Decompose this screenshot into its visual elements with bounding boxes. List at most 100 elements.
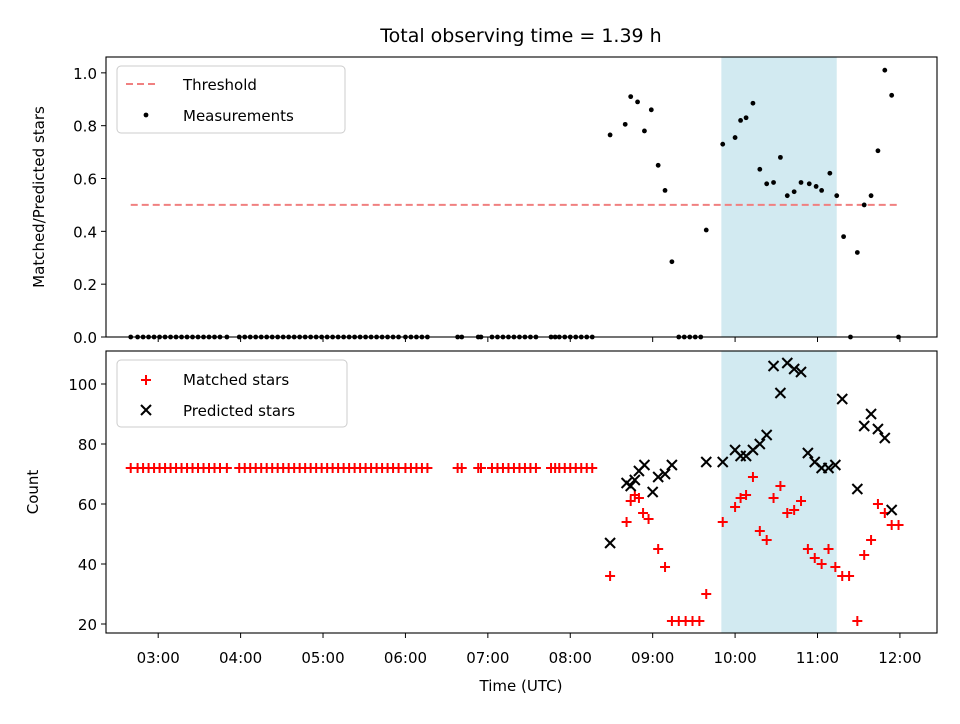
y-tick-label: 100 xyxy=(68,376,97,394)
measurement-point xyxy=(861,202,867,208)
predicted-star-point xyxy=(872,423,884,435)
matched-star-point xyxy=(717,517,728,527)
predicted-star-point xyxy=(760,429,773,441)
matched-star-point xyxy=(747,472,758,482)
matched-star-point xyxy=(844,571,855,581)
measurement-point xyxy=(778,154,783,160)
predicted-star-point xyxy=(666,459,678,471)
matched-star-point xyxy=(660,562,671,572)
measurement-point xyxy=(827,170,833,176)
legend-box xyxy=(116,359,348,428)
measurement-point xyxy=(764,181,770,187)
predicted-star-point xyxy=(700,456,712,468)
measurement-point xyxy=(784,193,790,199)
matched-star-point xyxy=(782,508,793,518)
axes-frame xyxy=(105,350,938,634)
x-tick-label: 07:00 xyxy=(466,649,509,667)
legend-measurements-swatch xyxy=(143,112,149,118)
measurement-point xyxy=(648,107,654,113)
matched-star-point xyxy=(735,493,746,503)
y-tick-label: 0.4 xyxy=(73,223,97,241)
chart-title: Total observing time = 1.39 h xyxy=(379,25,661,47)
measurement-point xyxy=(819,187,825,193)
predicted-star-point xyxy=(646,486,659,498)
legend-matched-swatch xyxy=(141,375,151,385)
matched-star-point xyxy=(789,505,800,515)
predicted-star-point xyxy=(851,483,864,495)
y-tick-label: 40 xyxy=(78,556,97,574)
matched-star-point xyxy=(852,616,863,626)
measurement-point xyxy=(662,187,668,193)
matched-star-point xyxy=(530,463,541,473)
matched-star-point xyxy=(221,463,232,473)
matched-star-point xyxy=(768,493,779,503)
predicted-star-point xyxy=(767,360,780,372)
y-tick-label: 20 xyxy=(78,616,97,634)
predicted-star-point xyxy=(795,366,807,378)
measurement-point xyxy=(642,128,647,134)
legend: Matched stars Predicted stars xyxy=(116,359,348,428)
matched-star-point xyxy=(638,508,649,518)
y-tick-label: 80 xyxy=(78,436,97,454)
predicted-star-point xyxy=(788,363,800,375)
y-axis-label: Count xyxy=(24,470,42,515)
predicted-star-point xyxy=(865,408,877,420)
legend-threshold-label: Threshold xyxy=(182,76,257,94)
measurement-point xyxy=(841,234,846,240)
predicted-star-point xyxy=(652,471,664,483)
measurement-point xyxy=(889,92,895,98)
x-tick-label: 10:00 xyxy=(713,649,756,667)
matched-star-point xyxy=(823,544,834,554)
x-tick-label: 11:00 xyxy=(796,649,839,667)
y-tick-label: 0.8 xyxy=(73,118,97,136)
predicted-star-point xyxy=(754,438,766,450)
x-tick-label: 04:00 xyxy=(219,649,262,667)
measurement-point xyxy=(628,94,634,100)
measurement-point xyxy=(834,193,840,199)
measurement-point xyxy=(655,162,661,168)
measurement-point xyxy=(622,121,628,127)
measurement-point xyxy=(750,100,756,106)
measurement-point xyxy=(806,181,812,187)
x-tick-label: 03:00 xyxy=(137,649,180,667)
matched-star-point xyxy=(802,544,813,554)
matched-star-point xyxy=(653,544,664,554)
matched-star-point xyxy=(741,490,752,500)
predicted-star-point xyxy=(659,468,671,480)
measurement-point xyxy=(703,227,709,233)
y-tick-label: 0.2 xyxy=(73,276,97,294)
measurement-point xyxy=(738,117,743,123)
matched-star-point xyxy=(809,553,820,563)
predicted-star-point xyxy=(802,447,814,459)
axes-frame xyxy=(105,56,938,338)
ratio-panel: 0.0 0.2 0.4 0.6 0.8 1.0 Matched/Predicted star… xyxy=(30,56,938,347)
measurement-point xyxy=(732,135,738,140)
matched-star-point xyxy=(633,493,644,503)
predicted-star-point xyxy=(858,420,870,432)
observing-window-span xyxy=(721,351,837,633)
measurement-point xyxy=(771,180,776,185)
matched-star-point xyxy=(859,550,870,560)
predicted-star-point xyxy=(774,387,787,399)
measurement-point xyxy=(669,259,675,265)
measurement-point xyxy=(791,189,797,195)
predicted-star-point xyxy=(624,480,637,492)
matched-star-point xyxy=(587,463,598,473)
predicted-star-point xyxy=(604,537,616,549)
matched-star-point xyxy=(761,535,772,545)
measurement-point xyxy=(720,141,726,147)
matched-star-point xyxy=(730,502,741,512)
matched-star-point xyxy=(893,520,904,530)
legend-predicted-swatch xyxy=(140,404,152,416)
measurement-point xyxy=(757,166,763,172)
measurement-point xyxy=(635,99,640,105)
y-tick-label: 0.0 xyxy=(73,329,97,347)
predicted-star-point xyxy=(717,456,729,468)
x-tick-label: 12:00 xyxy=(878,649,921,667)
measurement-point xyxy=(813,184,819,189)
predicted-star-point xyxy=(638,459,651,471)
matched-star-point xyxy=(796,496,807,506)
matched-star-point xyxy=(701,589,712,599)
